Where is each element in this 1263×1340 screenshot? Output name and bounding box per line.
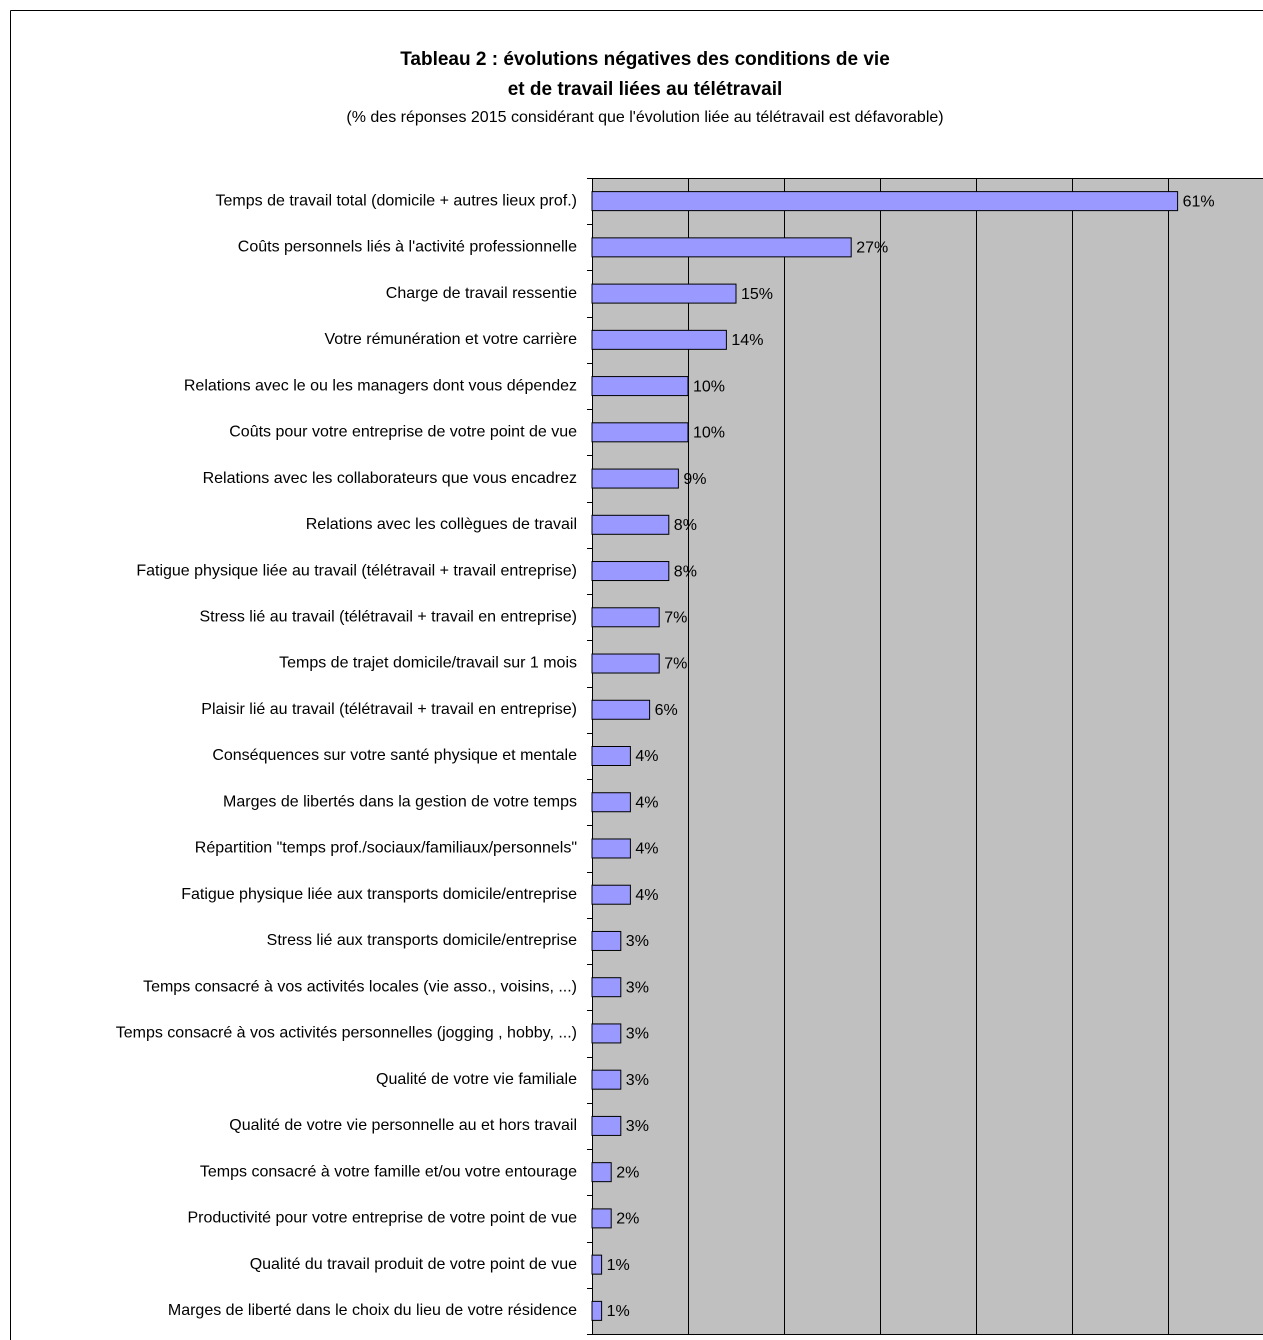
bar — [591, 792, 631, 813]
data-label: 4% — [635, 748, 658, 765]
bar — [591, 930, 622, 951]
bar — [591, 1300, 603, 1321]
data-label: 2% — [616, 1164, 639, 1181]
data-label: 2% — [616, 1211, 639, 1228]
y-tick-label: Coûts personnels liés à l'activité profe… — [238, 239, 577, 256]
bar — [591, 746, 631, 766]
y-tick-label: Relations avec les collègues de travail — [306, 516, 577, 533]
data-label: 10% — [693, 425, 725, 442]
bar — [591, 1162, 612, 1183]
bar — [591, 838, 631, 859]
data-label: 6% — [655, 702, 678, 719]
data-label: 4% — [635, 794, 658, 811]
data-label: 3% — [626, 1026, 649, 1043]
y-tick-label: Stress lié aux transports domicile/entre… — [267, 932, 577, 949]
bar — [591, 561, 670, 582]
y-tick-label: Relations avec le ou les managers dont v… — [184, 377, 577, 394]
y-tick-label: Temps consacré à vos activités locales (… — [143, 978, 577, 995]
data-label: 15% — [741, 286, 773, 303]
bar — [591, 237, 852, 258]
data-label: 14% — [731, 332, 763, 349]
bar — [591, 699, 651, 720]
y-tick-label: Marges de libertés dans la gestion de vo… — [223, 793, 577, 810]
chart-title: Tableau 2 : évolutions négatives des con… — [400, 49, 890, 70]
data-label: 1% — [607, 1257, 630, 1274]
bar — [591, 468, 679, 489]
bar — [591, 1115, 622, 1136]
plot-area — [592, 178, 1263, 1334]
data-label: 10% — [693, 378, 725, 395]
data-label: 1% — [607, 1303, 630, 1320]
y-tick-label: Temps de trajet domicile/travail sur 1 m… — [279, 655, 577, 672]
y-tick-label: Fatigue physique liée au travail (télétr… — [136, 562, 577, 579]
bar — [591, 607, 660, 628]
y-tick-label: Temps de travail total (domicile + autre… — [216, 192, 577, 209]
bar — [591, 1069, 622, 1090]
bar — [591, 884, 631, 905]
bar — [591, 1023, 622, 1044]
data-label: 4% — [635, 841, 658, 858]
bar — [591, 376, 689, 397]
data-label: 3% — [626, 933, 649, 950]
bar — [591, 191, 1179, 212]
bar — [591, 653, 660, 674]
y-tick-label: Plaisir lié au travail (télétravail + tr… — [201, 701, 577, 718]
y-tick-label: Temps consacré à votre famille et/ou vot… — [200, 1163, 577, 1180]
data-label: 7% — [664, 656, 687, 673]
bar — [591, 1254, 603, 1275]
y-tick-label: Stress lié au travail (télétravail + tra… — [200, 608, 578, 625]
y-tick-label: Qualité de votre vie personnelle au et h… — [229, 1117, 577, 1134]
y-tick-label: Répartition "temps prof./sociaux/familia… — [195, 840, 577, 857]
data-label: 61% — [1183, 193, 1215, 210]
bar — [591, 283, 737, 304]
y-tick-label: Productivité pour votre entreprise de vo… — [187, 1210, 577, 1227]
y-tick-label: Qualité du travail produit de votre poin… — [250, 1256, 577, 1273]
y-tick-label: Marges de liberté dans le choix du lieu … — [168, 1302, 577, 1319]
data-label: 3% — [626, 1072, 649, 1089]
data-label: 4% — [635, 887, 658, 904]
data-label: 27% — [856, 240, 888, 257]
y-tick-label: Conséquences sur votre santé physique et… — [212, 747, 577, 764]
data-label: 8% — [674, 517, 697, 534]
bar — [591, 514, 670, 535]
chart-title: et de travail liées au télétravail — [508, 79, 783, 100]
y-tick-label: Fatigue physique liée aux transports dom… — [181, 886, 577, 903]
data-label: 7% — [664, 609, 687, 626]
y-tick-label: Charge de travail ressentie — [386, 285, 577, 302]
y-tick-label: Relations avec les collaborateurs que vo… — [203, 470, 577, 487]
y-tick-label: Votre rémunération et votre carrière — [324, 331, 577, 348]
bar — [591, 1208, 612, 1229]
bar — [591, 329, 727, 350]
y-tick-label: Coûts pour votre entreprise de votre poi… — [229, 424, 577, 441]
y-tick-label: Qualité de votre vie familiale — [376, 1071, 577, 1088]
bar — [591, 977, 622, 998]
chart-subtitle: (% des réponses 2015 considérant que l'é… — [346, 109, 943, 126]
data-label: 8% — [674, 563, 697, 580]
y-tick-label: Temps consacré à vos activités personnel… — [116, 1025, 577, 1042]
data-label: 3% — [626, 979, 649, 996]
data-label: 3% — [626, 1118, 649, 1135]
data-label: 9% — [683, 471, 706, 488]
bar — [591, 422, 689, 443]
